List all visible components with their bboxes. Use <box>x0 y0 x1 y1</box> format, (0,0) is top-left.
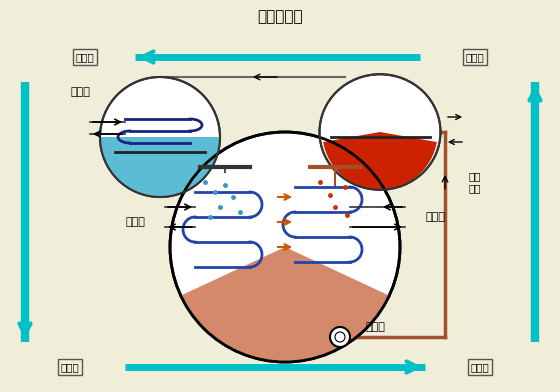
Text: 冷凝器: 冷凝器 <box>76 52 95 62</box>
Text: 冷媒水: 冷媒水 <box>125 217 145 227</box>
Wedge shape <box>100 137 220 197</box>
Text: 吸收器: 吸收器 <box>470 362 489 372</box>
Text: 驱动
热源: 驱动 热源 <box>469 171 481 193</box>
Circle shape <box>100 77 220 197</box>
Text: 蒸发器: 蒸发器 <box>60 362 80 372</box>
Circle shape <box>330 327 350 347</box>
Text: 溶液泵: 溶液泵 <box>365 322 385 332</box>
Circle shape <box>170 132 400 362</box>
Wedge shape <box>181 247 389 362</box>
Wedge shape <box>323 132 437 190</box>
Text: 冷却水: 冷却水 <box>425 212 445 222</box>
Ellipse shape <box>320 74 441 190</box>
Text: 冷却水: 冷却水 <box>70 87 90 97</box>
Text: 制冷剂蒸汽: 制冷剂蒸汽 <box>257 9 303 25</box>
Text: 发生器: 发生器 <box>465 52 484 62</box>
